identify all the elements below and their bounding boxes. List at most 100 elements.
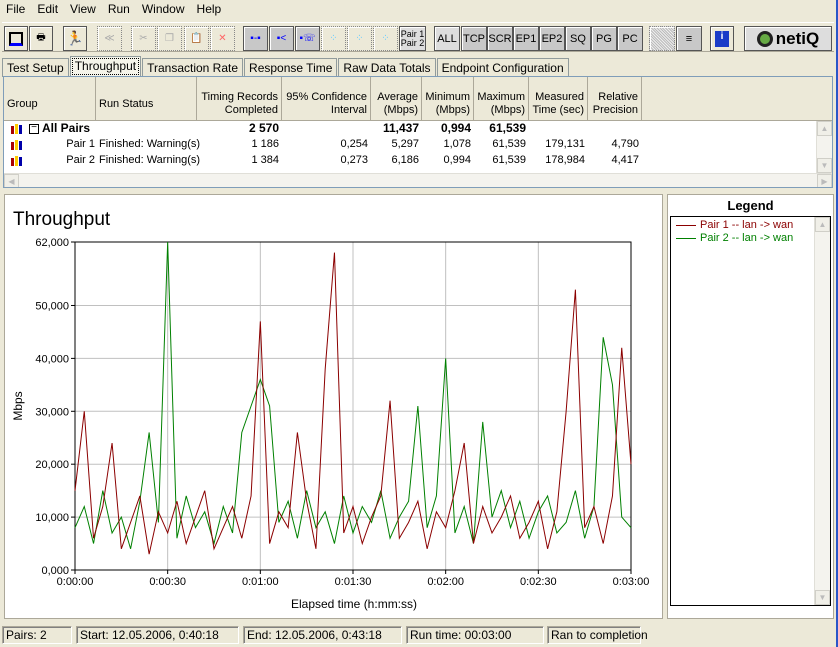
grid-view-button[interactable] [649,26,675,51]
menu-window[interactable]: Window [141,2,185,16]
legend-line-icon [676,237,696,239]
cell-time: 178,984 [545,154,585,166]
tab-throughput[interactable]: Throughput [69,56,142,77]
edit-pair-button[interactable]: ⁘ [321,26,346,51]
y-axis-label: Mbps [11,391,25,420]
filter-ep1-button[interactable]: EP1 [513,26,539,51]
multicast-icon: ▪< [276,33,287,44]
scroll-up-button[interactable]: ▲ [815,217,830,232]
col-filler [642,77,832,121]
collapse-toggle-icon[interactable]: − [29,123,39,134]
logo-cube-icon [756,30,773,47]
y-tick-label: 20,000 [35,459,69,471]
pair-toggle-button[interactable]: Pair 1 Pair 2 [399,26,426,51]
toolbar: 🖶 🏃 ≪ ✂ ❐ 📋 ✕ ▪-▪ ▪< ▪☏ ⁘ ⁘ ⁘ Pair 1 Pair… [2,22,834,52]
rename-pair-button[interactable]: ⁘ [347,26,372,51]
y-tick-label: 30,000 [35,406,69,418]
tab-test-setup[interactable]: Test Setup [2,58,69,77]
filter-tcp-button[interactable]: TCP [461,26,487,51]
col-measured-time[interactable]: Measured Time (sec) [529,77,588,121]
info-button[interactable]: i [710,26,734,51]
add-pair-button[interactable]: ▪-▪ [243,26,268,51]
cell-average: 6,186 [391,154,419,166]
cell-group: Pair 2 [66,154,95,166]
cell-average: 5,297 [391,138,419,150]
col-group[interactable]: Group [4,77,96,121]
voip-pair-icon: ▪☏ [299,33,316,44]
cell-ci: 0,273 [340,154,368,166]
menu-edit[interactable]: Edit [37,2,59,16]
col-run-status[interactable]: Run Status [96,77,197,121]
col-relative-precision[interactable]: Relative Precision [588,77,642,121]
filter-sq-button[interactable]: SQ [565,26,591,51]
add-voip-pair-button[interactable]: ▪☏ [295,26,320,51]
save-button[interactable] [4,26,28,51]
scroll-up-button[interactable]: ▲ [817,121,832,136]
menu-view[interactable]: View [70,2,96,16]
stop-button[interactable]: ≪ [97,26,122,51]
cell-precision: 4,417 [611,154,639,166]
cell-minimum: 1,078 [443,138,471,150]
select-pair-button[interactable]: ⁘ [373,26,398,51]
y-tick-label: 50,000 [35,300,69,312]
pair-chart-icon [11,140,23,150]
scroll-down-button[interactable]: ▼ [817,158,832,173]
paste-button[interactable]: 📋 [184,26,209,51]
summary-maximum: 61,539 [489,121,526,135]
tab-bar: Test Setup Throughput Transaction Rate R… [0,56,570,77]
col-maximum[interactable]: Maximum (Mbps) [474,77,529,121]
cell-maximum: 61,539 [492,154,526,166]
filter-pc-button[interactable]: PC [617,26,643,51]
results-table: Group Run Status Timing Records Complete… [3,76,833,188]
cell-records: 1 186 [251,138,279,150]
col-average[interactable]: Average (Mbps) [371,77,422,121]
y-tick-label: 62,000 [35,237,69,249]
tab-transaction-rate[interactable]: Transaction Rate [142,58,244,77]
filter-pg-button[interactable]: PG [591,26,617,51]
print-button[interactable]: 🖶 [29,26,53,51]
summary-average: 11,437 [382,121,419,135]
save-icon [9,31,23,46]
stop-icon: ≪ [104,33,115,44]
list-view-button[interactable]: ≡ [676,26,702,51]
legend-scrollbar[interactable]: ▲ ▼ [814,217,830,605]
table-vertical-scrollbar[interactable]: ▲ ▼ [816,121,832,173]
menu-help[interactable]: Help [196,2,222,16]
filter-ep2-button[interactable]: EP2 [539,26,565,51]
scroll-right-button[interactable]: ▶ [817,174,832,187]
legend-label: Pair 1 -- lan -> wan [700,219,794,231]
print-icon: 🖶 [36,32,46,43]
summary-records: 2 570 [248,121,279,135]
tab-response-time[interactable]: Response Time [244,58,338,77]
run-icon: 🏃 [66,30,84,46]
cell-ci: 0,254 [340,138,368,150]
throughput-chart: Throughput Elapsed time (h:mm:ss) Mbps 0… [11,209,649,611]
filter-all-button[interactable]: ALL [434,26,460,51]
menu-run[interactable]: Run [107,2,130,16]
pair-chart-icon [11,124,23,134]
status-bar: Pairs: 2 Start: 12.05.2006, 0:40:18 End:… [0,625,838,645]
copy-button[interactable]: ❐ [157,26,182,51]
cell-group: Pair 1 [66,138,95,150]
cut-button[interactable]: ✂ [131,26,156,51]
throughput-chart-panel: Throughput Elapsed time (h:mm:ss) Mbps 0… [4,194,663,619]
legend-item-pair1[interactable]: Pair 1 -- lan -> wan [676,219,793,231]
copy-icon: ❐ [165,33,174,44]
legend-item-pair2[interactable]: Pair 2 -- lan -> wan [676,232,793,244]
col-confidence[interactable]: 95% Confidence Interval [282,77,371,121]
run-button[interactable]: 🏃 [63,26,87,51]
tab-raw-data-totals[interactable]: Raw Data Totals [338,58,436,77]
col-timing-records[interactable]: Timing Records Completed [197,77,282,121]
scroll-left-button[interactable]: ◀ [4,174,19,187]
tab-endpoint-configuration[interactable]: Endpoint Configuration [436,58,569,77]
table-horizontal-scrollbar[interactable]: ◀ ▶ [4,173,832,187]
filter-scr-button[interactable]: SCR [487,26,513,51]
summary-group: All Pairs [42,121,91,135]
pair1-label: Pair 1 [400,28,425,39]
add-multicast-button[interactable]: ▪< [269,26,294,51]
delete-button[interactable]: ✕ [210,26,235,51]
menu-file[interactable]: File [6,2,26,16]
scroll-down-button[interactable]: ▼ [815,590,830,605]
col-minimum[interactable]: Minimum (Mbps) [422,77,474,121]
window-border [836,0,838,647]
